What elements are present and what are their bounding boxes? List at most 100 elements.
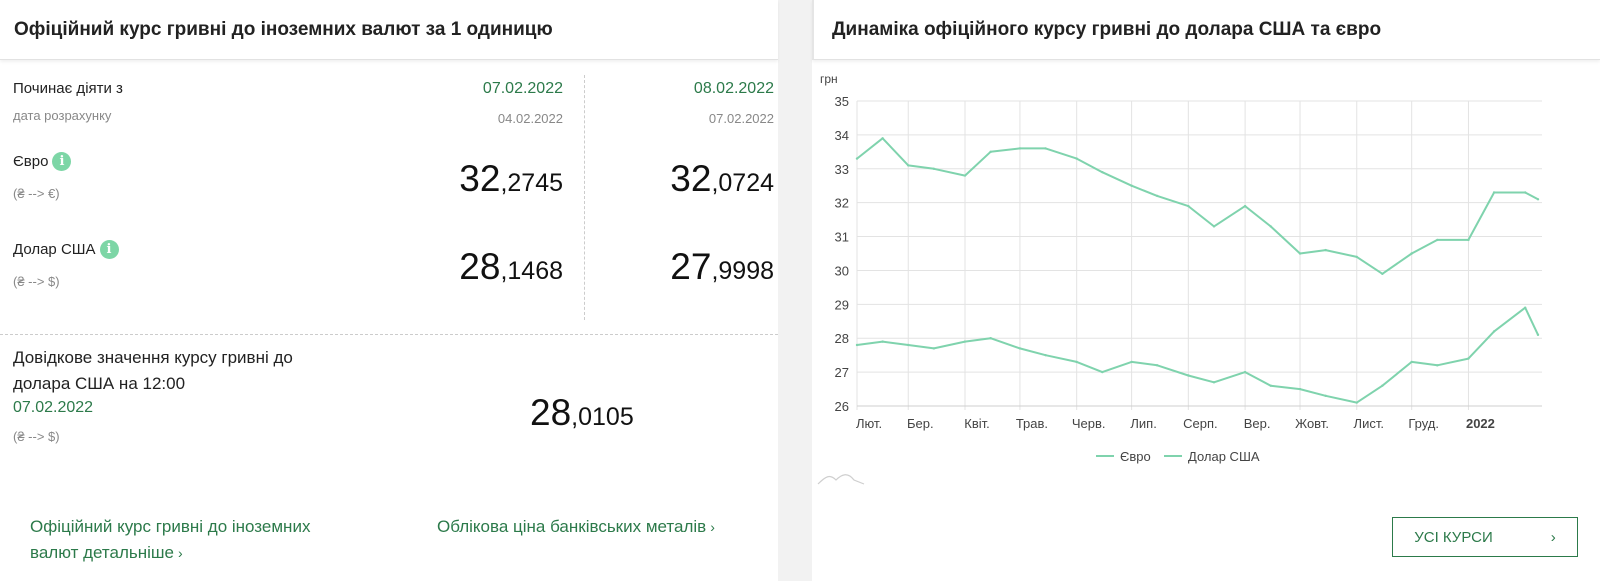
x-tick-label: Груд. [1408,416,1439,431]
data-point [1324,248,1327,252]
data-point [1269,225,1272,228]
data-point [1298,387,1302,391]
y-tick-label: 33 [835,162,849,177]
data-point [907,164,910,167]
data-point [1101,370,1104,374]
data-point [932,347,936,350]
x-tick-label: Вер. [1244,416,1271,431]
info-icon[interactable]: i [52,152,72,171]
usd-rate: 27,9998 [670,246,774,288]
data-point [1467,238,1470,242]
data-point [907,343,910,347]
data-point [963,174,967,177]
data-point [989,337,992,340]
data-point [1492,330,1496,333]
rate-dynamics-title: Динаміка офіційного курсу гривні до дола… [812,0,1600,60]
data-point [1212,225,1216,228]
x-tick-label: Жовт. [1295,416,1329,431]
data-point [1436,364,1439,367]
data-point [1075,360,1078,364]
reference-value-frac: ,0105 [571,403,634,431]
x-tick-label: Бер. [907,416,934,431]
data-point [1243,370,1247,374]
euro-rate-int: 32 [670,158,712,199]
y-tick-label: 35 [835,94,849,109]
data-point [855,157,859,160]
euro-label-row: Євро i [13,152,72,171]
y-axis-label: грн [820,72,838,86]
data-point [1101,170,1104,174]
y-tick-label: 34 [835,128,849,143]
usd-direction: (₴ --> $) [13,274,60,289]
y-tick-label: 30 [835,263,849,278]
starts-label: Починає діяти з [13,80,123,97]
calculation-date: 07.02.2022 [708,111,774,126]
reference-value-int: 28 [530,392,572,433]
detailed-rates-link[interactable]: Офіційний курс гривні до іноземних валют… [30,514,350,566]
data-point [1075,157,1078,160]
y-tick-label: 26 [835,399,849,414]
data-point [1381,384,1384,387]
euro-rate-int: 32 [459,158,501,199]
chevron-right-icon: › [178,545,183,561]
data-point [1523,191,1527,194]
data-point [1355,255,1358,259]
x-tick-label: Лип. [1130,416,1156,431]
data-point [881,340,884,343]
info-icon[interactable]: i [99,240,119,259]
data-point [1044,147,1047,150]
series-line-euro [856,137,1539,275]
euro-rate: 32,0724 [670,158,774,200]
reference-rate: Довідкове значення курсу гривні до долар… [13,345,333,444]
data-point [1536,333,1540,337]
series-line-usd [856,306,1539,404]
data-point [1492,191,1496,194]
data-point [1156,364,1159,367]
usd-label: Долар США [13,241,96,258]
data-point [1467,357,1470,360]
reference-direction: (₴ --> $) [13,429,60,444]
metals-price-link[interactable]: Облікова ціна банківських металів › [437,514,715,540]
data-point [1298,252,1302,255]
usd-rate: 28,1468 [459,246,563,288]
data-point [1156,194,1159,198]
euro-rate: 32,2745 [459,158,563,200]
reference-date: 07.02.2022 [13,399,94,416]
x-tick-label: Лист. [1354,416,1384,431]
data-point [1243,204,1247,208]
rates-column-2: 08.02.2022 07.02.2022 32,0724 27,9998 [584,75,774,320]
usd-label-row: Долар США i [13,240,119,259]
effective-date: 07.02.2022 [482,80,563,97]
usd-rate-frac: ,1468 [500,257,563,285]
data-point [1187,374,1190,377]
data-point [1355,401,1358,404]
data-point [1130,184,1133,187]
data-point [1018,147,1022,150]
legend-label: Євро [1120,449,1151,464]
y-tick-label: 32 [835,196,849,211]
chart-svg: 26 27 28 29 30 31 32 33 34 35 грн Лют. Бер. Квіт. Трав… [817,72,1542,485]
data-point [1130,360,1133,364]
rates-table: Починає діяти з дата розрахунку Євро i (₴… [0,60,778,335]
calculation-date: 04.02.2022 [497,111,563,126]
official-rates-panel: Офіційний курс гривні до іноземних валют… [0,0,778,581]
usd-rate-int: 28 [459,246,501,287]
data-point [1536,198,1540,201]
calc-date-label: дата розрахунку [13,108,112,123]
all-rates-button-label: УСІ КУРСИ [1414,528,1493,546]
all-rates-button[interactable]: УСІ КУРСИ › [1392,517,1578,557]
data-point [1523,306,1527,309]
euro-direction: (₴ --> €) [13,186,60,201]
data-point [855,343,859,347]
data-point [963,340,967,343]
data-point [1018,347,1022,350]
euro-rate-frac: ,2745 [500,169,563,197]
y-tick-label: 28 [835,331,849,346]
data-point [1044,353,1047,357]
rate-dynamics-chart: 26 27 28 29 30 31 32 33 34 35 грн Лют. Бер. Квіт. Трав… [812,64,1600,485]
metals-price-link-label: Облікова ціна банківських металів [437,517,707,536]
rates-column-1: 07.02.2022 04.02.2022 32,2745 28,1468 [373,60,563,320]
legend-label: Долар США [1188,449,1260,464]
y-tick-label: 27 [835,365,849,380]
data-point [881,137,884,140]
